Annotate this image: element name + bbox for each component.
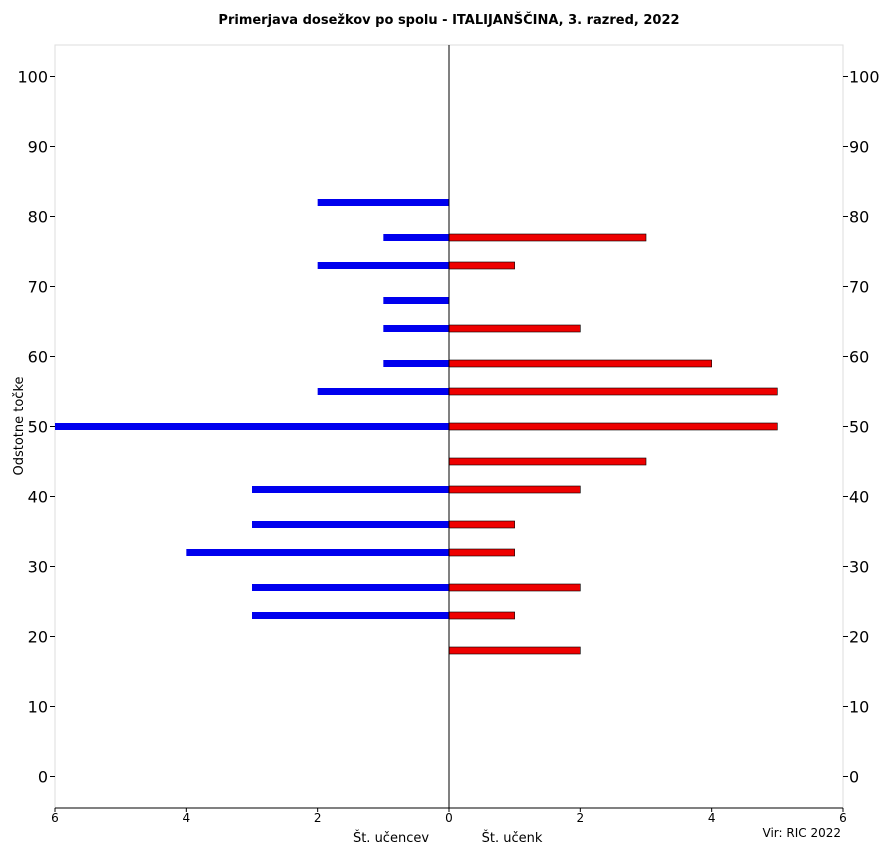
y-tick-label-right-1: 10	[849, 698, 869, 717]
boys-bar-4	[383, 325, 449, 332]
boys-bar-11	[252, 584, 449, 591]
y-tick-label-right-3: 30	[849, 558, 869, 577]
boys-bar-10	[186, 549, 450, 556]
x-tick-label-4: 2	[577, 811, 585, 825]
y-tick-label-right-10: 100	[849, 68, 880, 87]
y-tick-label-left-0: 0	[38, 768, 48, 787]
boys-bar-6	[317, 388, 449, 395]
x-axis: 6 4 2 0 2 4 6	[51, 808, 847, 825]
y-tick-label-left-10: 100	[17, 68, 48, 87]
girls-bar-8	[448, 520, 515, 529]
y-tick-label-left-2: 20	[28, 628, 48, 647]
y-axis-left: 0 10 20 30 40 50 60 70 80 90 100	[17, 68, 55, 787]
chart-title: Primerjava dosežkov po spolu - ITALIJANŠ…	[218, 12, 679, 28]
y-tick-label-left-9: 90	[28, 138, 48, 157]
girls-bar-5	[448, 422, 778, 431]
boys-bar-2	[317, 262, 449, 269]
girls-bar-3	[448, 359, 712, 368]
x-tick-label-0: 6	[51, 811, 59, 825]
x-tick-label-5: 4	[708, 811, 716, 825]
y-tick-label-right-9: 90	[849, 138, 869, 157]
boys-bar-5	[383, 360, 449, 367]
x-tick-label-6: 6	[839, 811, 847, 825]
y-tick-label-left-5: 50	[28, 418, 48, 437]
y-tick-label-right-5: 50	[849, 418, 869, 437]
y-tick-label-right-0: 0	[849, 768, 859, 787]
girls-bar-7	[448, 485, 581, 494]
source-note: Vir: RIC 2022	[763, 826, 841, 840]
girls-bar-1	[448, 261, 515, 270]
boys-bar-7	[55, 423, 449, 430]
y-axis-right: 0 10 20 30 40 50 60 70 80 90 100	[843, 68, 880, 787]
y-tick-label-right-2: 20	[849, 628, 869, 647]
girls-bar-4	[448, 387, 778, 396]
boys-bar-9	[252, 521, 449, 528]
y-tick-label-left-6: 60	[28, 348, 48, 367]
y-tick-label-right-8: 80	[849, 208, 869, 227]
girls-bar-2	[448, 324, 581, 333]
y-tick-label-left-7: 70	[28, 278, 48, 297]
boys-bar-8	[252, 486, 449, 493]
girls-bar-0	[448, 233, 647, 242]
y-tick-label-right-7: 70	[849, 278, 869, 297]
boys-bars	[55, 199, 450, 619]
girls-bars	[448, 233, 778, 655]
x-axis-label-girls: Št. učenk	[482, 830, 543, 845]
x-tick-label-2: 2	[314, 811, 322, 825]
boys-bar-0	[317, 199, 449, 206]
girls-bar-11	[448, 611, 515, 620]
girls-bar-6	[448, 457, 647, 466]
girls-bar-9	[448, 548, 515, 557]
y-tick-label-left-3: 30	[28, 558, 48, 577]
boys-bar-3	[383, 297, 449, 304]
y-axis-label: Odstotne točke	[12, 376, 27, 475]
plot-area	[54, 44, 844, 809]
y-tick-label-left-8: 80	[28, 208, 48, 227]
x-tick-label-3: 0	[445, 811, 453, 825]
y-tick-label-left-4: 40	[28, 488, 48, 507]
y-tick-label-right-6: 60	[849, 348, 869, 367]
y-tick-label-left-1: 10	[28, 698, 48, 717]
x-axis-label-boys: Št. učencev	[353, 830, 429, 845]
boys-bar-12	[252, 612, 449, 619]
girls-bar-12	[448, 646, 581, 655]
girls-bar-10	[448, 583, 581, 592]
boys-bar-1	[383, 234, 449, 241]
x-tick-label-1: 4	[183, 811, 191, 825]
y-tick-label-right-4: 40	[849, 488, 869, 507]
